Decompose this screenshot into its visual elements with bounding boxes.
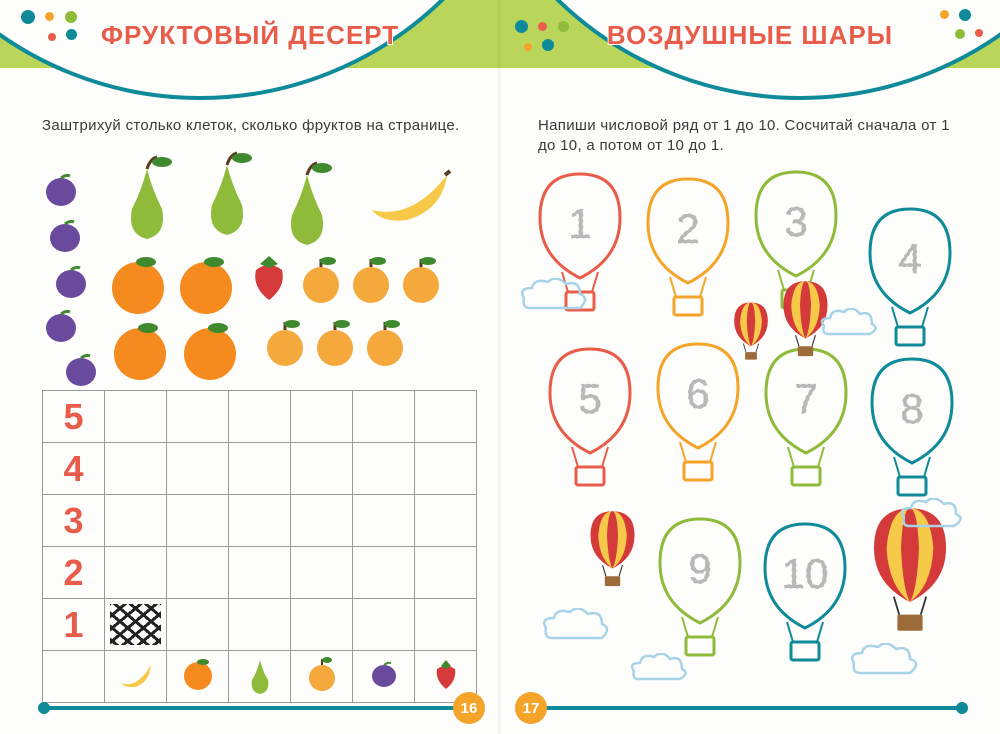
row-label: 1: [43, 599, 105, 651]
instruction-right: Напиши числовой ряд от 1 до 10. Сосчитай…: [538, 116, 968, 157]
svg-text:7: 7: [794, 375, 817, 422]
balloon-7[interactable]: 7: [756, 343, 856, 496]
cloud-icon: [900, 498, 966, 539]
row-label: 3: [43, 495, 105, 547]
page-number: 16: [453, 692, 485, 724]
row-label: 2: [43, 547, 105, 599]
svg-text:2: 2: [676, 205, 699, 252]
svg-text:5: 5: [578, 375, 601, 422]
page-right: ВОЗДУШНЫЕ ШАРЫ Напиши числовой ряд от 1 …: [500, 0, 1000, 734]
page-left: ФРУКТОВЫЙ ДЕСЕРТ Заштрихуй столько клето…: [0, 0, 500, 734]
fruit-icon-banana: [105, 651, 167, 703]
svg-text:3: 3: [784, 198, 807, 245]
balloon-9[interactable]: 9: [650, 513, 750, 666]
decor-balloon-icon: [730, 300, 772, 364]
cloud-icon: [850, 643, 922, 686]
cloud-icon: [630, 653, 690, 690]
cloud-icon: [820, 308, 880, 347]
decor-balloon-icon: [585, 508, 640, 592]
fruit-icon-apple: [291, 651, 353, 703]
svg-text:1: 1: [568, 200, 591, 247]
balloon-5[interactable]: 5: [540, 343, 640, 496]
title-left: ФРУКТОВЫЙ ДЕСЕРТ: [0, 20, 500, 51]
balloon-10[interactable]: 10: [755, 518, 855, 671]
count-grid[interactable]: 5 4 3 2 1: [42, 390, 477, 703]
svg-text:9: 9: [688, 545, 711, 592]
svg-text:6: 6: [686, 370, 709, 417]
cloud-icon: [542, 608, 612, 651]
balloon-2[interactable]: 2: [638, 173, 738, 326]
fruit-icon-orange: [167, 651, 229, 703]
instruction-left: Заштрихуй столько клеток, сколько фрукто…: [42, 116, 462, 136]
footer-rule: [534, 706, 964, 710]
row-label: 4: [43, 443, 105, 495]
footer-rule: [42, 706, 472, 710]
balloons-area: 1 2 3 4 5 6 7 8 9 10: [530, 168, 980, 658]
row-label: 5: [43, 391, 105, 443]
svg-text:10: 10: [782, 550, 829, 597]
fruit-icon-plum: [353, 651, 415, 703]
balloon-8[interactable]: 8: [862, 353, 962, 506]
cloud-icon: [520, 278, 590, 321]
book-spine: [498, 0, 502, 734]
fruit-icon-pear: [229, 651, 291, 703]
title-right: ВОЗДУШНЫЕ ШАРЫ: [500, 20, 1000, 51]
fruit-cluster: [42, 160, 472, 380]
svg-text:8: 8: [900, 385, 923, 432]
scribble-cell: [105, 599, 167, 651]
page-number: 17: [515, 692, 547, 724]
svg-text:4: 4: [898, 235, 921, 282]
